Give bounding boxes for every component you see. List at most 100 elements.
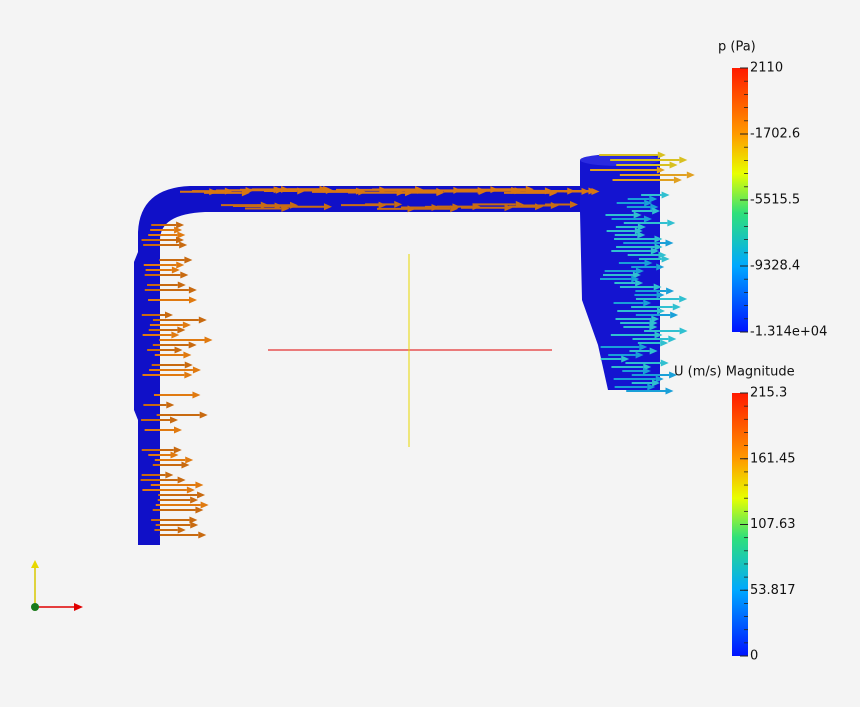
glyph-head: [656, 166, 665, 174]
glyph-head: [174, 346, 183, 354]
glyph-head: [658, 251, 667, 259]
glyph-head: [188, 286, 197, 294]
glyph-head: [673, 176, 682, 184]
glyph-head: [635, 279, 644, 287]
glyph-head: [174, 426, 183, 434]
glyph-head: [189, 516, 198, 524]
glyph-head: [635, 351, 644, 359]
glyph-head: [197, 491, 206, 499]
glyph-head: [652, 379, 661, 387]
colorbar-label: -1702.6: [750, 127, 800, 142]
glyph-head: [679, 295, 688, 303]
glyph-head: [186, 486, 195, 494]
vector-glyphs: [140, 151, 695, 539]
glyph-head: [666, 287, 675, 295]
glyph-head: [198, 531, 207, 539]
glyph-head: [633, 211, 642, 219]
glyph-head: [170, 451, 179, 459]
glyph-head: [649, 323, 658, 331]
glyph-head: [621, 355, 630, 363]
glyph-head: [324, 203, 333, 211]
glyph-head: [643, 299, 652, 307]
glyph-head: [649, 195, 658, 203]
glyph-head: [650, 247, 659, 255]
glyph-head: [179, 241, 188, 249]
glyph-head: [570, 200, 579, 208]
glyph-head: [171, 331, 180, 339]
colorbar-label: -1.314e+04: [750, 325, 827, 340]
glyph-head: [644, 259, 653, 267]
glyph-head: [660, 339, 669, 347]
colorbar-label: 53.817: [750, 583, 796, 598]
glyph-head: [184, 361, 193, 369]
glyph-head: [669, 161, 678, 169]
glyph-head: [190, 521, 199, 529]
colorbar-ticks: 2110 -1702.6 -5515.5 -9328.4 -1.314e+04 215.3…: [740, 61, 827, 664]
glyph-head: [176, 261, 185, 269]
glyph-head: [192, 391, 201, 399]
glyph-head: [173, 446, 182, 454]
glyph-head: [177, 231, 186, 239]
glyph-head: [184, 371, 193, 379]
glyph-head: [185, 456, 194, 464]
glyph-head: [686, 171, 695, 179]
glyph-head: [672, 303, 681, 311]
glyph-head: [661, 191, 670, 199]
glyph-head: [644, 199, 653, 207]
glyph-head: [199, 411, 208, 419]
glyph-head: [180, 271, 189, 279]
colorbar-label: -5515.5: [750, 193, 800, 208]
glyph-head: [170, 416, 179, 424]
glyph-head: [654, 331, 663, 339]
colorbar-title: U (m/s) Magnitude: [674, 365, 795, 380]
glyph-head: [639, 343, 648, 351]
glyph-head: [192, 366, 201, 374]
glyph-head: [198, 316, 207, 324]
colorbar-title: p (Pa): [718, 40, 756, 55]
glyph-head: [643, 215, 652, 223]
glyph-head: [660, 359, 669, 367]
glyph-head: [166, 401, 175, 409]
glyph-head: [653, 283, 662, 291]
colorbar-label: -9328.4: [750, 259, 800, 274]
glyph-head: [679, 327, 688, 335]
triad-origin: [31, 603, 39, 611]
glyph-head: [670, 311, 679, 319]
colorbar-label: 161.45: [750, 451, 796, 466]
glyph-head: [177, 526, 186, 534]
glyph-head: [171, 266, 180, 274]
glyph-head: [174, 226, 183, 234]
glyph-head: [679, 156, 688, 164]
glyph-head: [669, 371, 678, 379]
glyph-head: [190, 496, 199, 504]
glyph-head: [649, 347, 658, 355]
glyph-head: [184, 256, 193, 264]
glyph-head: [183, 351, 192, 359]
glyph-head: [654, 235, 663, 243]
colorbar-label: 0: [750, 649, 758, 664]
glyph-head: [661, 255, 670, 263]
glyph-head: [177, 326, 186, 334]
glyph-head: [182, 321, 191, 329]
glyph-head: [591, 187, 600, 195]
glyph-head: [165, 471, 174, 479]
glyph-head: [195, 481, 204, 489]
glyph-head: [665, 239, 674, 247]
glyph-head: [654, 243, 663, 251]
glyph-head: [176, 221, 185, 229]
glyph-head: [631, 275, 640, 283]
glyph-head: [634, 227, 643, 235]
glyph-head: [656, 291, 665, 299]
glyph-head: [637, 231, 646, 239]
glyph-head: [647, 383, 656, 391]
colorbar-label: 107.63: [750, 517, 796, 532]
colorbar-label: 2110: [750, 61, 783, 76]
glyph-head: [175, 236, 184, 244]
glyph-head: [181, 461, 190, 469]
glyph-head: [195, 506, 204, 514]
glyph-head: [668, 335, 677, 343]
triad-x-head: [74, 603, 83, 611]
glyph-head: [200, 501, 209, 509]
glyph-head: [667, 219, 676, 227]
